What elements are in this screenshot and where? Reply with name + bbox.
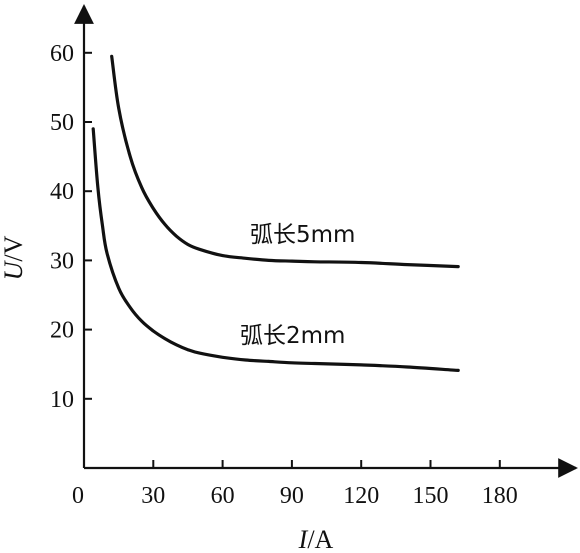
- series-label: 弧长2mm: [240, 323, 345, 349]
- ticks: [84, 51, 501, 468]
- x-tick-label: 60: [211, 483, 235, 509]
- y-tick-label: 50: [50, 110, 74, 136]
- series-label: 弧长5mm: [250, 222, 355, 248]
- series-lines: [91, 54, 460, 372]
- y-tick-label: 30: [50, 248, 74, 274]
- series-line: [110, 54, 460, 269]
- x-tick-label: 120: [343, 483, 379, 509]
- y-axis-label: U/V: [0, 235, 28, 280]
- x-axis-label: I/A: [298, 525, 334, 553]
- y-tick-label: 10: [50, 387, 74, 413]
- y-tick-label: 20: [50, 318, 74, 344]
- x-tick-label: 150: [413, 483, 449, 509]
- x-tick-label: 0: [72, 483, 84, 509]
- x-tick-label: 30: [141, 483, 165, 509]
- x-tick-label: 90: [280, 483, 304, 509]
- y-tick-label: 40: [50, 179, 74, 205]
- axes: [74, 4, 578, 478]
- y-tick-label: 60: [50, 41, 74, 67]
- series-line: [91, 127, 460, 372]
- labels: 0 30 60 90 120 150 180 10 20 30 40 50 60 I/A U/V 弧长5mm 弧…: [0, 41, 518, 553]
- x-tick-label: 180: [482, 483, 518, 509]
